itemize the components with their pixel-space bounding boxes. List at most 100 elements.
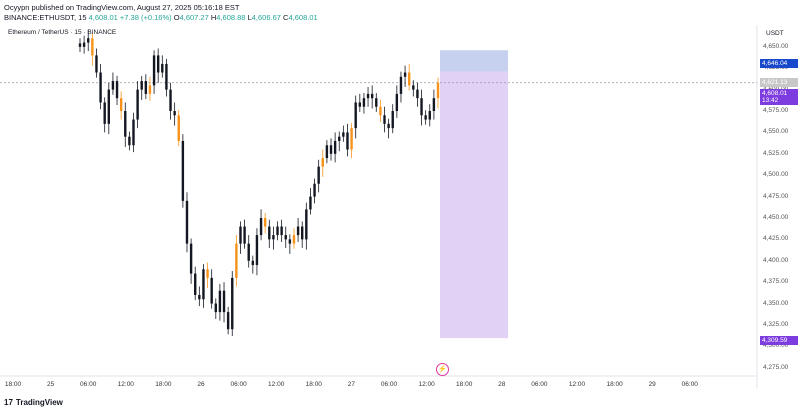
candle-body — [99, 72, 102, 103]
candle-body — [420, 98, 423, 116]
high-value: 4,608.88 — [216, 13, 246, 22]
candle-body — [243, 226, 246, 244]
candle-body — [239, 226, 242, 244]
candle-body — [276, 226, 279, 236]
y-tick-label: 4,525.00 — [763, 149, 789, 157]
y-tick-label: 4,275.00 — [763, 363, 789, 371]
loss-zone — [440, 71, 508, 339]
bar-countdown: 13:42 — [762, 97, 779, 104]
target-price-tag: 4,646.04 — [760, 59, 798, 68]
candle-body — [370, 93, 374, 99]
tradingview-logo: 17 TradingView — [4, 398, 63, 407]
candle-body — [366, 93, 370, 99]
candle-body — [379, 106, 382, 116]
x-tick-label: 12:00 — [568, 381, 586, 388]
candle-body — [173, 111, 176, 116]
close-value: 4,608.01 — [288, 13, 318, 22]
candle-body — [95, 55, 98, 73]
candle-body — [251, 260, 255, 266]
candle-body — [338, 136, 341, 141]
tradingview-mark: 17 — [4, 398, 13, 407]
candle-body — [259, 217, 263, 236]
candle-body — [354, 102, 357, 129]
lightning-icon[interactable]: ⚡ — [436, 363, 449, 376]
x-tick-label: 12:00 — [268, 381, 285, 388]
open-value: 4,607.27 — [179, 13, 209, 22]
candle-body — [222, 290, 226, 313]
candle-body — [432, 98, 436, 112]
y-tick-label: 4,475.00 — [763, 192, 789, 200]
x-tick-label: 06:00 — [531, 381, 548, 388]
candle-body — [119, 98, 123, 112]
candle-body — [214, 303, 217, 313]
y-tick-label: 4,500.00 — [763, 171, 789, 179]
candle-body — [161, 63, 164, 73]
candle-body — [424, 115, 427, 120]
candle-body — [399, 76, 403, 94]
candle-body — [305, 209, 308, 240]
candle-body — [362, 98, 366, 107]
candle-body — [403, 72, 407, 77]
candle-body — [132, 119, 135, 146]
symbol-interval: BINANCE:ETHUSDT, 15 — [4, 13, 87, 22]
header-publisher: Ocyypn published on TradingView.com, Aug… — [4, 3, 240, 12]
candle-body — [428, 111, 431, 120]
candle-body — [198, 294, 201, 300]
y-tick-label: 4,400.00 — [763, 256, 789, 264]
candle-body — [317, 166, 320, 184]
candle-body — [284, 235, 287, 240]
candle-body — [292, 235, 296, 244]
y-tick-label: 4,425.00 — [763, 235, 789, 243]
candle-body — [247, 243, 250, 261]
x-tick-label: 06:00 — [380, 381, 398, 388]
x-tick-label: 12:00 — [418, 381, 435, 388]
candle-body — [148, 85, 152, 94]
x-tick-label: 26 — [197, 381, 205, 388]
candle-body — [202, 269, 205, 300]
candle-body — [140, 81, 143, 90]
candle-body — [231, 277, 234, 330]
y-tick-label: 4,350.00 — [763, 299, 789, 307]
x-tick-label: 18:00 — [4, 381, 22, 388]
x-tick-label: 12:00 — [117, 381, 134, 388]
candle-body — [387, 123, 390, 129]
x-tick-label: 18:00 — [606, 381, 623, 388]
candle-body — [350, 128, 353, 150]
candle-body — [78, 43, 82, 47]
candle-body — [177, 115, 180, 141]
x-tick-label: 27 — [347, 381, 356, 388]
candle-body — [346, 132, 349, 150]
candle-body — [169, 89, 172, 112]
candle-body — [194, 273, 197, 295]
candle-body — [111, 81, 115, 90]
tradingview-brand: TradingView — [15, 398, 63, 407]
candle-body — [206, 269, 209, 278]
candle-body — [165, 63, 168, 90]
last-price: 4,608.01 — [88, 13, 118, 22]
y-tick-label: 4,325.00 — [763, 320, 789, 328]
candle-body — [218, 290, 222, 313]
candle-body — [395, 93, 399, 112]
candle-body — [436, 82, 440, 99]
candle-body — [152, 55, 156, 86]
candle-body — [325, 145, 329, 159]
header-ohlc: BINANCE:ETHUSDT, 15 4,608.01 +7.38 (+0.1… — [4, 13, 318, 22]
candle-body — [144, 81, 148, 94]
x-tick-label: 06:00 — [230, 381, 247, 388]
y-tick-label: 4,375.00 — [763, 278, 789, 286]
candle-body — [210, 277, 213, 304]
profit-zone — [440, 50, 508, 72]
candle-body — [107, 89, 111, 124]
candle-body — [91, 38, 94, 56]
candle-body — [181, 140, 185, 201]
x-tick-label: 29 — [648, 381, 656, 388]
candle-body — [313, 183, 316, 197]
candle-body — [272, 235, 275, 240]
candle-body — [263, 217, 267, 227]
candle-body — [268, 226, 271, 240]
x-tick-label: 18:00 — [305, 381, 322, 388]
y-tick-label: 4,550.00 — [763, 128, 789, 136]
candle-body — [288, 239, 292, 244]
chart-symbol-label: Ethereum / TetherUS · 15 · BINANCE — [8, 29, 117, 36]
